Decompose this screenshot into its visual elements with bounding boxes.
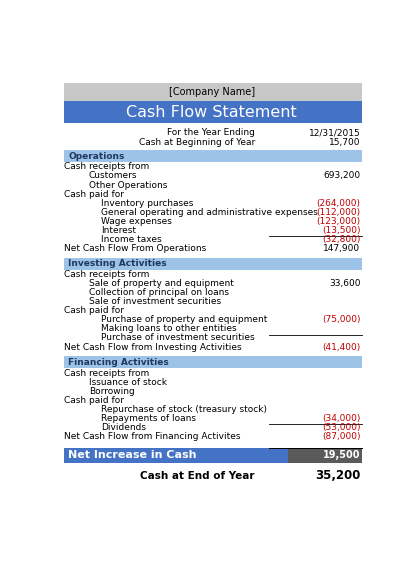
Text: Net Increase in Cash: Net Increase in Cash: [68, 450, 197, 460]
Text: Borrowing: Borrowing: [89, 387, 135, 396]
Text: Repurchase of stock (treasury stock): Repurchase of stock (treasury stock): [101, 405, 267, 414]
Text: 33,600: 33,600: [329, 279, 361, 288]
Text: General operating and administrative expenses: General operating and administrative exp…: [101, 207, 318, 217]
Text: (87,000): (87,000): [322, 432, 361, 441]
Text: Making loans to other entities: Making loans to other entities: [101, 324, 237, 333]
Bar: [64, 150, 362, 162]
Text: (13,500): (13,500): [322, 226, 361, 235]
Text: Dividends: Dividends: [101, 423, 146, 432]
Text: (264,000): (264,000): [316, 199, 361, 207]
Text: Inventory purchases: Inventory purchases: [101, 199, 193, 207]
Text: (75,000): (75,000): [322, 315, 361, 324]
Text: 147,900: 147,900: [323, 244, 361, 253]
Bar: [64, 83, 362, 101]
Text: (32,800): (32,800): [322, 235, 361, 244]
Text: Sale of investment securities: Sale of investment securities: [89, 297, 221, 306]
Text: Collection of principal on loans: Collection of principal on loans: [89, 288, 229, 297]
Text: Issuance of stock: Issuance of stock: [89, 378, 167, 386]
Text: Cash paid for: Cash paid for: [64, 306, 124, 315]
Bar: [288, 448, 362, 463]
Text: Investing Activities: Investing Activities: [68, 259, 167, 268]
Text: 12/31/2015: 12/31/2015: [309, 128, 361, 137]
Text: 35,200: 35,200: [315, 469, 361, 482]
Text: Cash at Beginning of Year: Cash at Beginning of Year: [139, 138, 255, 147]
Text: Cash receipts form: Cash receipts form: [64, 270, 150, 279]
Text: Other Operations: Other Operations: [89, 181, 167, 190]
Text: Cash receipts from: Cash receipts from: [64, 369, 150, 378]
Text: 693,200: 693,200: [323, 172, 361, 181]
Text: Net Cash Flow From Operations: Net Cash Flow From Operations: [64, 244, 206, 253]
Text: For the Year Ending: For the Year Ending: [167, 128, 255, 137]
Text: Net Cash Flow from Financing Activites: Net Cash Flow from Financing Activites: [64, 432, 241, 441]
Bar: [64, 448, 362, 463]
Text: Cash receipts from: Cash receipts from: [64, 162, 150, 172]
Text: (112,000): (112,000): [316, 207, 361, 217]
Text: Operations: Operations: [68, 152, 125, 161]
Text: 19,500: 19,500: [323, 450, 361, 460]
Text: Cash paid for: Cash paid for: [64, 190, 124, 198]
Text: Income taxes: Income taxes: [101, 235, 161, 244]
Text: Cash paid for: Cash paid for: [64, 396, 124, 405]
Text: (41,400): (41,400): [322, 343, 361, 352]
Text: (34,000): (34,000): [322, 414, 361, 423]
Text: Wage expenses: Wage expenses: [101, 217, 172, 226]
Text: Purchase of investment securities: Purchase of investment securities: [101, 333, 254, 343]
Bar: [64, 356, 362, 368]
Text: (123,000): (123,000): [316, 217, 361, 226]
Text: 15,700: 15,700: [329, 138, 361, 147]
Text: Cash at End of Year: Cash at End of Year: [140, 471, 255, 481]
Text: Interest: Interest: [101, 226, 136, 235]
Text: Net Cash Flow from Investing Activities: Net Cash Flow from Investing Activities: [64, 343, 242, 352]
Text: Financing Activities: Financing Activities: [68, 358, 169, 367]
Text: Cash Flow Statement: Cash Flow Statement: [126, 105, 297, 120]
Text: Purchase of property and equipment: Purchase of property and equipment: [101, 315, 267, 324]
Text: Customers: Customers: [89, 172, 137, 181]
Bar: [64, 101, 362, 123]
Text: [Company Name]: [Company Name]: [169, 87, 255, 97]
Text: (53,000): (53,000): [322, 423, 361, 432]
Text: Repayments of loans: Repayments of loans: [101, 414, 196, 423]
Bar: [64, 258, 362, 270]
Text: Sale of property and equipment: Sale of property and equipment: [89, 279, 234, 288]
